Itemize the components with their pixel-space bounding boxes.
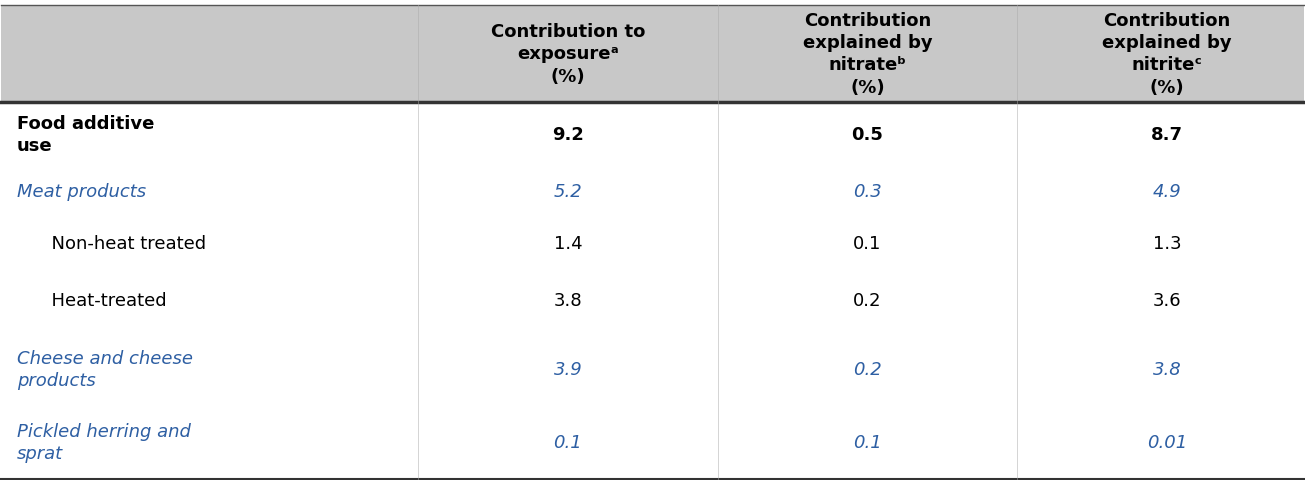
FancyBboxPatch shape <box>1 103 1304 167</box>
Text: Pickled herring and
sprat: Pickled herring and sprat <box>17 422 191 462</box>
Text: Heat-treated: Heat-treated <box>40 292 167 310</box>
Text: 3.9: 3.9 <box>553 360 582 378</box>
Text: Contribution
explained by
nitrateᵇ
(%): Contribution explained by nitrateᵇ (%) <box>803 12 932 96</box>
Text: 5.2: 5.2 <box>553 183 582 201</box>
FancyBboxPatch shape <box>1 406 1304 479</box>
Text: 1.3: 1.3 <box>1152 234 1181 252</box>
Text: 0.2: 0.2 <box>853 292 882 310</box>
Text: Contribution to
exposureᵃ
(%): Contribution to exposureᵃ (%) <box>491 23 645 85</box>
Text: 9.2: 9.2 <box>552 126 583 144</box>
Text: 3.8: 3.8 <box>553 292 582 310</box>
Text: 0.01: 0.01 <box>1147 433 1188 451</box>
Text: 3.6: 3.6 <box>1152 292 1181 310</box>
Text: Food additive
use: Food additive use <box>17 115 154 155</box>
Text: Contribution
explained by
nitriteᶜ
(%): Contribution explained by nitriteᶜ (%) <box>1101 12 1232 96</box>
FancyBboxPatch shape <box>1 332 1304 406</box>
FancyBboxPatch shape <box>1 167 1304 217</box>
Text: 1.4: 1.4 <box>553 234 582 252</box>
Text: 0.1: 0.1 <box>853 433 882 451</box>
Text: 4.9: 4.9 <box>1152 183 1181 201</box>
Text: 0.5: 0.5 <box>851 126 883 144</box>
Text: Cheese and cheese
products: Cheese and cheese products <box>17 349 193 389</box>
FancyBboxPatch shape <box>1 217 1304 269</box>
Text: 8.7: 8.7 <box>1151 126 1182 144</box>
Text: Meat products: Meat products <box>17 183 146 201</box>
FancyBboxPatch shape <box>1 269 1304 332</box>
Text: 0.3: 0.3 <box>853 183 882 201</box>
Text: 0.1: 0.1 <box>553 433 582 451</box>
Text: 3.8: 3.8 <box>1152 360 1181 378</box>
FancyBboxPatch shape <box>1 5 1304 103</box>
Text: 0.1: 0.1 <box>853 234 882 252</box>
Text: Non-heat treated: Non-heat treated <box>40 234 206 252</box>
Text: 0.2: 0.2 <box>853 360 882 378</box>
